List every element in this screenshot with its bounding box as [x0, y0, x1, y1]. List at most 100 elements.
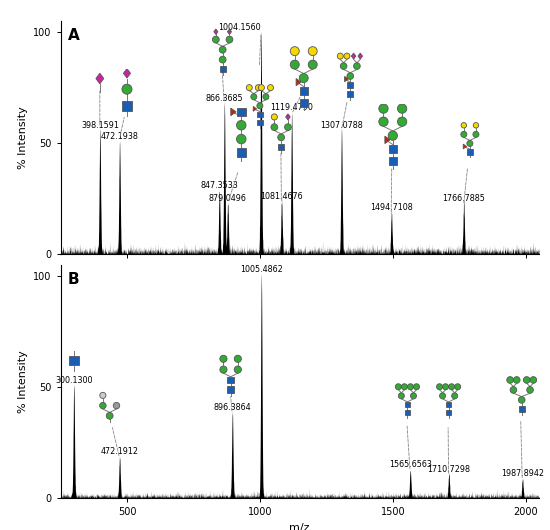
Circle shape	[467, 140, 473, 146]
Circle shape	[398, 104, 407, 113]
Circle shape	[212, 36, 219, 43]
FancyBboxPatch shape	[389, 157, 397, 165]
Circle shape	[236, 120, 246, 130]
Text: 1005.4862: 1005.4862	[240, 265, 283, 274]
Text: 1565.6563: 1565.6563	[389, 461, 432, 470]
Circle shape	[473, 131, 479, 137]
Circle shape	[220, 355, 227, 363]
FancyBboxPatch shape	[278, 144, 284, 150]
Text: B: B	[68, 272, 79, 287]
Circle shape	[513, 377, 520, 383]
Circle shape	[299, 74, 308, 83]
Circle shape	[255, 85, 261, 91]
Circle shape	[443, 384, 449, 390]
Circle shape	[410, 393, 416, 399]
Circle shape	[379, 104, 388, 113]
FancyBboxPatch shape	[405, 402, 410, 408]
Circle shape	[530, 377, 537, 383]
FancyBboxPatch shape	[300, 99, 308, 107]
FancyBboxPatch shape	[347, 91, 353, 98]
FancyBboxPatch shape	[389, 145, 397, 153]
Circle shape	[246, 85, 252, 91]
Polygon shape	[463, 144, 466, 149]
X-axis label: m/z: m/z	[289, 523, 310, 530]
Polygon shape	[351, 53, 356, 59]
Text: 866.3685: 866.3685	[206, 94, 243, 103]
Circle shape	[271, 123, 278, 130]
Polygon shape	[214, 29, 218, 34]
Circle shape	[527, 386, 534, 393]
Circle shape	[257, 103, 263, 109]
Polygon shape	[385, 136, 390, 144]
Text: 879.0496: 879.0496	[209, 195, 246, 204]
Text: 300.1300: 300.1300	[55, 376, 92, 385]
Circle shape	[347, 73, 354, 79]
Circle shape	[278, 134, 284, 141]
Circle shape	[340, 63, 347, 69]
FancyBboxPatch shape	[467, 149, 472, 155]
Circle shape	[337, 53, 343, 59]
Circle shape	[226, 36, 233, 43]
Circle shape	[510, 386, 517, 393]
Circle shape	[473, 122, 478, 128]
Y-axis label: % Intensity: % Intensity	[18, 107, 28, 169]
Circle shape	[290, 47, 299, 56]
Circle shape	[234, 355, 241, 363]
Circle shape	[455, 384, 461, 390]
FancyBboxPatch shape	[446, 410, 452, 416]
Circle shape	[100, 402, 106, 409]
Text: 1987.8942: 1987.8942	[501, 469, 544, 478]
Polygon shape	[358, 53, 362, 59]
Circle shape	[308, 47, 317, 56]
FancyBboxPatch shape	[237, 148, 245, 157]
Circle shape	[106, 412, 113, 419]
Text: 398.1591: 398.1591	[81, 121, 119, 130]
Text: 1081.4676: 1081.4676	[260, 192, 303, 201]
Circle shape	[251, 94, 257, 100]
Circle shape	[395, 384, 402, 390]
Circle shape	[284, 123, 292, 130]
Text: 1004.1560: 1004.1560	[218, 23, 261, 32]
Circle shape	[507, 377, 513, 383]
FancyBboxPatch shape	[227, 377, 234, 383]
Circle shape	[439, 393, 446, 399]
Circle shape	[398, 393, 404, 399]
FancyBboxPatch shape	[227, 386, 234, 393]
FancyBboxPatch shape	[446, 402, 452, 408]
Polygon shape	[296, 78, 301, 86]
Text: 472.1938: 472.1938	[101, 132, 139, 141]
Circle shape	[220, 366, 227, 373]
Text: 847.3533: 847.3533	[200, 181, 238, 190]
Polygon shape	[345, 76, 348, 82]
Circle shape	[122, 84, 132, 94]
Circle shape	[402, 384, 408, 390]
FancyBboxPatch shape	[519, 406, 525, 412]
Circle shape	[452, 393, 458, 399]
Y-axis label: % Intensity: % Intensity	[18, 350, 28, 413]
Text: 1494.7108: 1494.7108	[370, 203, 412, 212]
Circle shape	[344, 53, 350, 59]
Text: 1710.7298: 1710.7298	[427, 465, 470, 474]
Text: A: A	[68, 28, 79, 43]
Circle shape	[234, 366, 241, 373]
Circle shape	[519, 396, 525, 403]
Circle shape	[113, 402, 120, 409]
Text: 1307.0788: 1307.0788	[320, 121, 363, 130]
FancyBboxPatch shape	[257, 111, 262, 117]
FancyBboxPatch shape	[237, 108, 245, 116]
Circle shape	[100, 392, 106, 399]
Circle shape	[219, 56, 226, 63]
Circle shape	[437, 384, 443, 390]
Polygon shape	[123, 68, 130, 78]
Circle shape	[461, 131, 467, 137]
Circle shape	[524, 377, 530, 383]
Circle shape	[354, 63, 360, 69]
FancyBboxPatch shape	[405, 410, 410, 416]
Circle shape	[461, 122, 466, 128]
Text: 1119.4790: 1119.4790	[270, 103, 313, 112]
Circle shape	[388, 131, 398, 140]
Circle shape	[236, 134, 246, 144]
FancyBboxPatch shape	[69, 356, 79, 365]
Circle shape	[271, 114, 277, 120]
FancyBboxPatch shape	[347, 82, 353, 89]
